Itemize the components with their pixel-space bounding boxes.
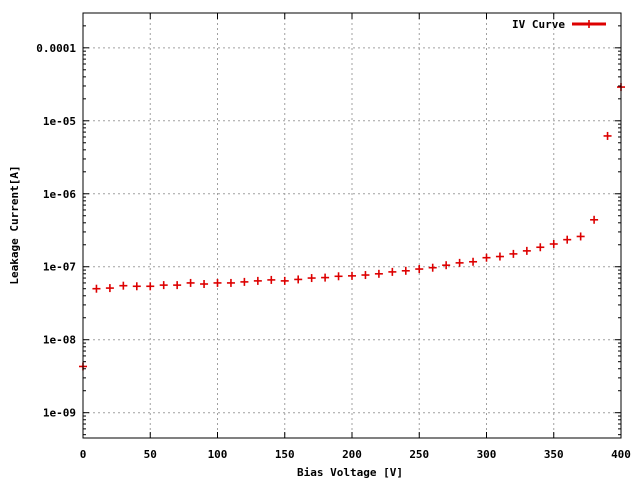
x-tick-label: 300 [477, 448, 497, 461]
legend: IV Curve [512, 18, 606, 31]
y-tick-label: 1e-05 [43, 115, 76, 128]
x-tick-label: 350 [544, 448, 564, 461]
data-point [509, 249, 518, 258]
data-point [253, 276, 262, 285]
data-point [536, 243, 545, 252]
data-point [159, 281, 168, 290]
data-point [213, 278, 222, 287]
data-point [415, 265, 424, 274]
data-point [240, 277, 249, 286]
data-point [563, 235, 572, 244]
data-point [92, 284, 101, 293]
data-point [267, 275, 276, 284]
x-axis-title: Bias Voltage [V] [297, 466, 403, 479]
data-point [576, 232, 585, 241]
y-tick-label: 1e-08 [43, 334, 76, 347]
data-point [361, 271, 370, 280]
data-point [522, 246, 531, 255]
y-tick-label: 1e-09 [43, 407, 76, 420]
data-point [146, 282, 155, 291]
data-point [119, 281, 128, 290]
data-point [186, 278, 195, 287]
legend-label: IV Curve [512, 18, 565, 31]
x-tick-label: 50 [144, 448, 157, 461]
x-tick-label: 150 [275, 448, 295, 461]
data-point [374, 269, 383, 278]
x-tick-label: 0 [80, 448, 87, 461]
y-tick-label: 1e-06 [43, 188, 76, 201]
data-point [495, 252, 504, 261]
ticks-layer: 0 50 100 150 200 250 300 350 400 1e-09 1e-08 1e-07 1… [36, 13, 631, 461]
grid-layer [83, 13, 621, 438]
data-point [105, 284, 114, 293]
data-point [603, 131, 612, 140]
data-point [307, 274, 316, 283]
y-tick-label: 0.0001 [36, 42, 76, 55]
data-point [280, 276, 289, 285]
data-point [173, 281, 182, 290]
data-point [482, 253, 491, 262]
data-point [388, 267, 397, 276]
x-tick-label: 400 [611, 448, 631, 461]
legend-marker [585, 20, 593, 28]
y-axis-title: Leakage Current[A] [8, 165, 21, 284]
marks-layer [79, 83, 625, 371]
data-point [455, 258, 464, 267]
data-point [428, 263, 437, 272]
y-tick-label: 1e-07 [43, 261, 76, 274]
data-point [200, 280, 209, 289]
data-point [294, 275, 303, 284]
data-point [590, 215, 599, 224]
x-tick-label: 100 [208, 448, 228, 461]
data-point [132, 282, 141, 291]
data-point [469, 257, 478, 266]
data-point [442, 261, 451, 270]
x-tick-label: 200 [342, 448, 362, 461]
data-point [549, 239, 558, 248]
data-point [401, 266, 410, 275]
data-point [334, 272, 343, 281]
data-point [226, 278, 235, 287]
data-point [321, 273, 330, 282]
data-point [348, 271, 356, 280]
x-tick-label: 250 [409, 448, 429, 461]
